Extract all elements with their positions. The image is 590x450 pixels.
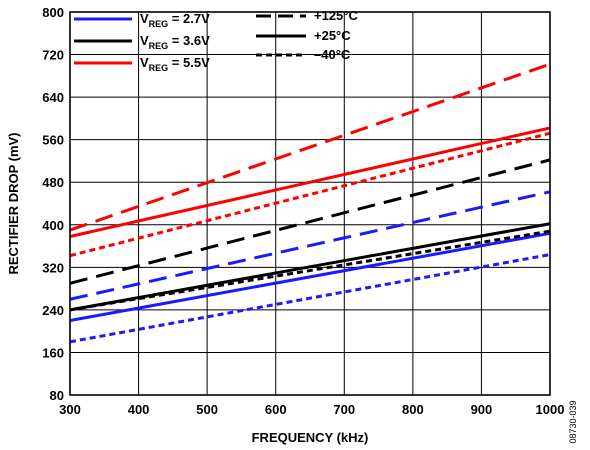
series-line-3-6v-p125c [69,158,551,285]
series-line-2-7v-p25c [69,231,551,323]
x-tick-label: 800 [402,402,424,417]
legend-label-temp: –40°C [314,47,351,62]
x-tick-label: 500 [196,402,218,417]
y-tick-label: 800 [42,5,64,20]
y-tick-label: 640 [42,90,64,105]
series-line-5-5v-p25c [69,126,551,238]
y-axis-title: RECTIFIER DROP (mV) [6,132,21,274]
series-line-5-5v-p125c [69,62,551,232]
y-tick-label: 160 [42,345,64,360]
legend-label-vreg: VREG = 3.6V [140,33,210,51]
x-tick-label: 600 [265,402,287,417]
plot-frame [69,11,551,396]
series-lines [69,62,551,344]
y-tick-label: 560 [42,133,64,148]
y-tick-label: 80 [50,388,64,403]
tick-labels: 300 400 500 600 700 800 900 1000 80 160 240 320 400 4… [42,5,564,417]
y-tick-label: 320 [42,260,64,275]
series-line-5-5v-m40c [69,131,551,258]
x-tick-label: 300 [59,402,81,417]
y-tick-label: 480 [42,175,64,190]
legend: VREG = 2.7V VREG = 3.6V VREG = 5.5V +125°C +… [74,8,358,73]
x-tick-label: 700 [333,402,355,417]
series-line-2-7v-m40c [69,253,551,344]
figure-id: 08730-039 [568,400,578,443]
x-tick-label: 1000 [536,402,565,417]
y-tick-label: 720 [42,48,64,63]
x-tick-label: 900 [471,402,493,417]
legend-label-vreg: VREG = 5.5V [140,55,210,73]
series-line-3-6v-m40c [69,229,551,312]
legend-label-temp: +125°C [314,8,358,23]
series-line-2-7v-p125c [69,190,551,301]
y-tick-label: 400 [42,218,64,233]
y-tick-label: 240 [42,303,64,318]
legend-label-vreg: VREG = 2.7V [140,11,210,29]
x-tick-label: 400 [128,402,150,417]
legend-label-temp: +25°C [314,28,351,43]
x-axis-title: FREQUENCY (kHz) [252,430,369,445]
